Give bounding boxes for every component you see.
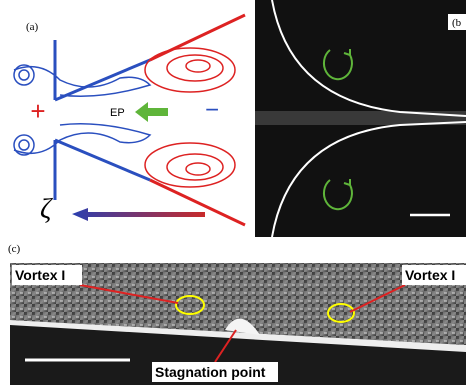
panel-label: (a) — [26, 21, 39, 33]
annotation: Vortex I — [405, 267, 455, 283]
plus-sign: + — [30, 96, 45, 126]
panel-label: (b — [452, 17, 462, 29]
zeta: ζ — [40, 194, 53, 225]
annotation: Vortex I — [15, 267, 65, 283]
ep-arrow — [135, 102, 168, 122]
wall — [150, 15, 245, 60]
minus-sign: − — [205, 96, 219, 123]
red-vortices — [145, 48, 235, 187]
zeta-arrow — [72, 208, 205, 221]
panel-label: (c) — [8, 243, 21, 255]
panel-c: (c) Vortex I Vortex I Stagnation point — [8, 243, 466, 385]
annotation: Stagnation point — [155, 364, 266, 380]
wall — [55, 60, 150, 100]
wall — [55, 140, 150, 180]
figure: (a) + − EP ζ (b — [0, 0, 466, 385]
panel-b: (b — [255, 0, 466, 237]
panel-a: (a) + − EP ζ — [14, 15, 245, 225]
ep-label: EP — [110, 107, 125, 119]
